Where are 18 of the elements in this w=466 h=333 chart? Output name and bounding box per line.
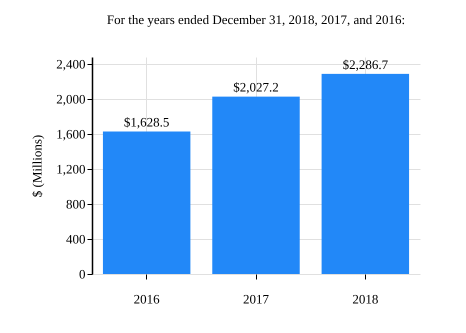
y-tick-label: 1,600 [56, 126, 86, 142]
y-tick-label: 2,000 [56, 92, 86, 106]
bar [212, 96, 300, 274]
y-tick-label: 800 [66, 196, 86, 212]
y-axis-title: $ (Millions) [29, 134, 44, 198]
y-tick-label: 400 [66, 232, 86, 246]
bar [322, 74, 410, 274]
data-label: $1,628.5 [124, 114, 170, 130]
data-label: $2,286.7 [342, 56, 389, 72]
x-tick-label: 2018 [352, 292, 378, 306]
bar [102, 132, 190, 274]
x-tick-label: 2016 [134, 292, 160, 306]
y-tick-label: 0 [79, 266, 86, 282]
x-tick-label: 2017 [243, 292, 270, 306]
y-tick-label: 2,400 [56, 56, 86, 72]
chart-title: For the years ended December 31, 2018, 2017, and 2016: [106, 12, 406, 27]
data-label: $2,027.2 [233, 80, 279, 95]
y-tick-label: 1,200 [56, 162, 86, 176]
